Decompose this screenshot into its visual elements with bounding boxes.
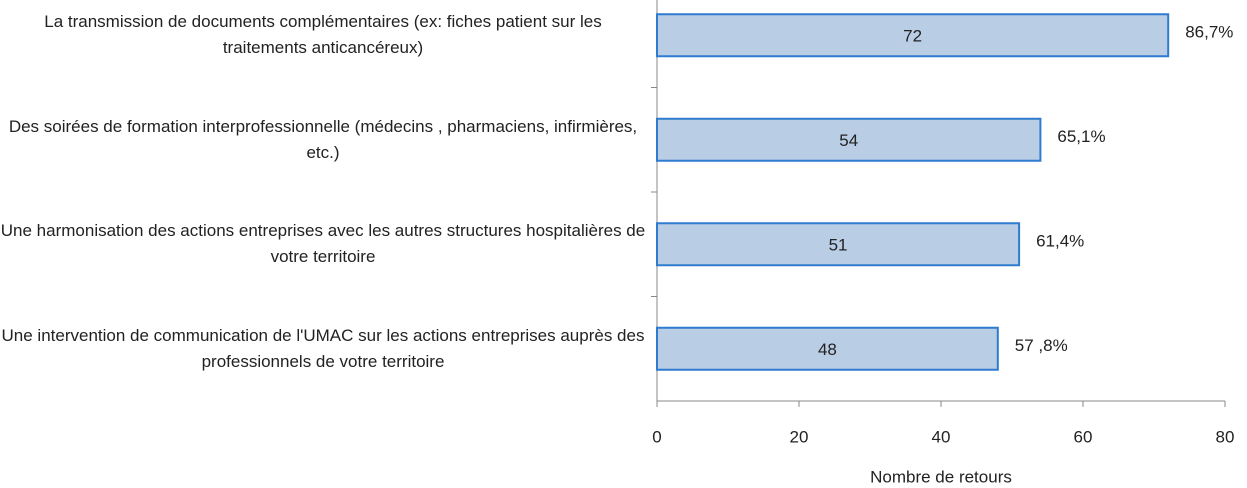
- x-tick-label: 40: [932, 427, 951, 446]
- x-tick-label: 80: [1216, 427, 1235, 446]
- x-axis-title: Nombre de retours: [870, 467, 1012, 486]
- bar: [656, 222, 1021, 267]
- value-label: 72: [903, 27, 922, 46]
- value-label: 51: [829, 236, 848, 255]
- y-tick-label: Des soirées de formation interprofession…: [8, 116, 638, 162]
- value-label: 48: [818, 340, 837, 359]
- x-tick-label: 0: [652, 427, 661, 446]
- y-tick-label: Une harmonisation des actions entreprise…: [0, 221, 646, 267]
- annotation: 61,4%: [1036, 232, 1084, 251]
- annotation: 86,7%: [1185, 23, 1233, 42]
- bar: [656, 13, 1170, 58]
- bar: [656, 117, 1042, 162]
- value-label: 54: [839, 131, 858, 150]
- annotation: 65,1%: [1057, 127, 1105, 146]
- x-tick-label: 20: [790, 427, 809, 446]
- x-tick-label: 60: [1074, 427, 1093, 446]
- y-tick-label: La transmission de documents complémenta…: [44, 12, 602, 58]
- annotation: 57 ,8%: [1015, 336, 1068, 355]
- y-tick-label: Une intervention de communication de l'U…: [1, 325, 645, 371]
- bar: [656, 326, 999, 371]
